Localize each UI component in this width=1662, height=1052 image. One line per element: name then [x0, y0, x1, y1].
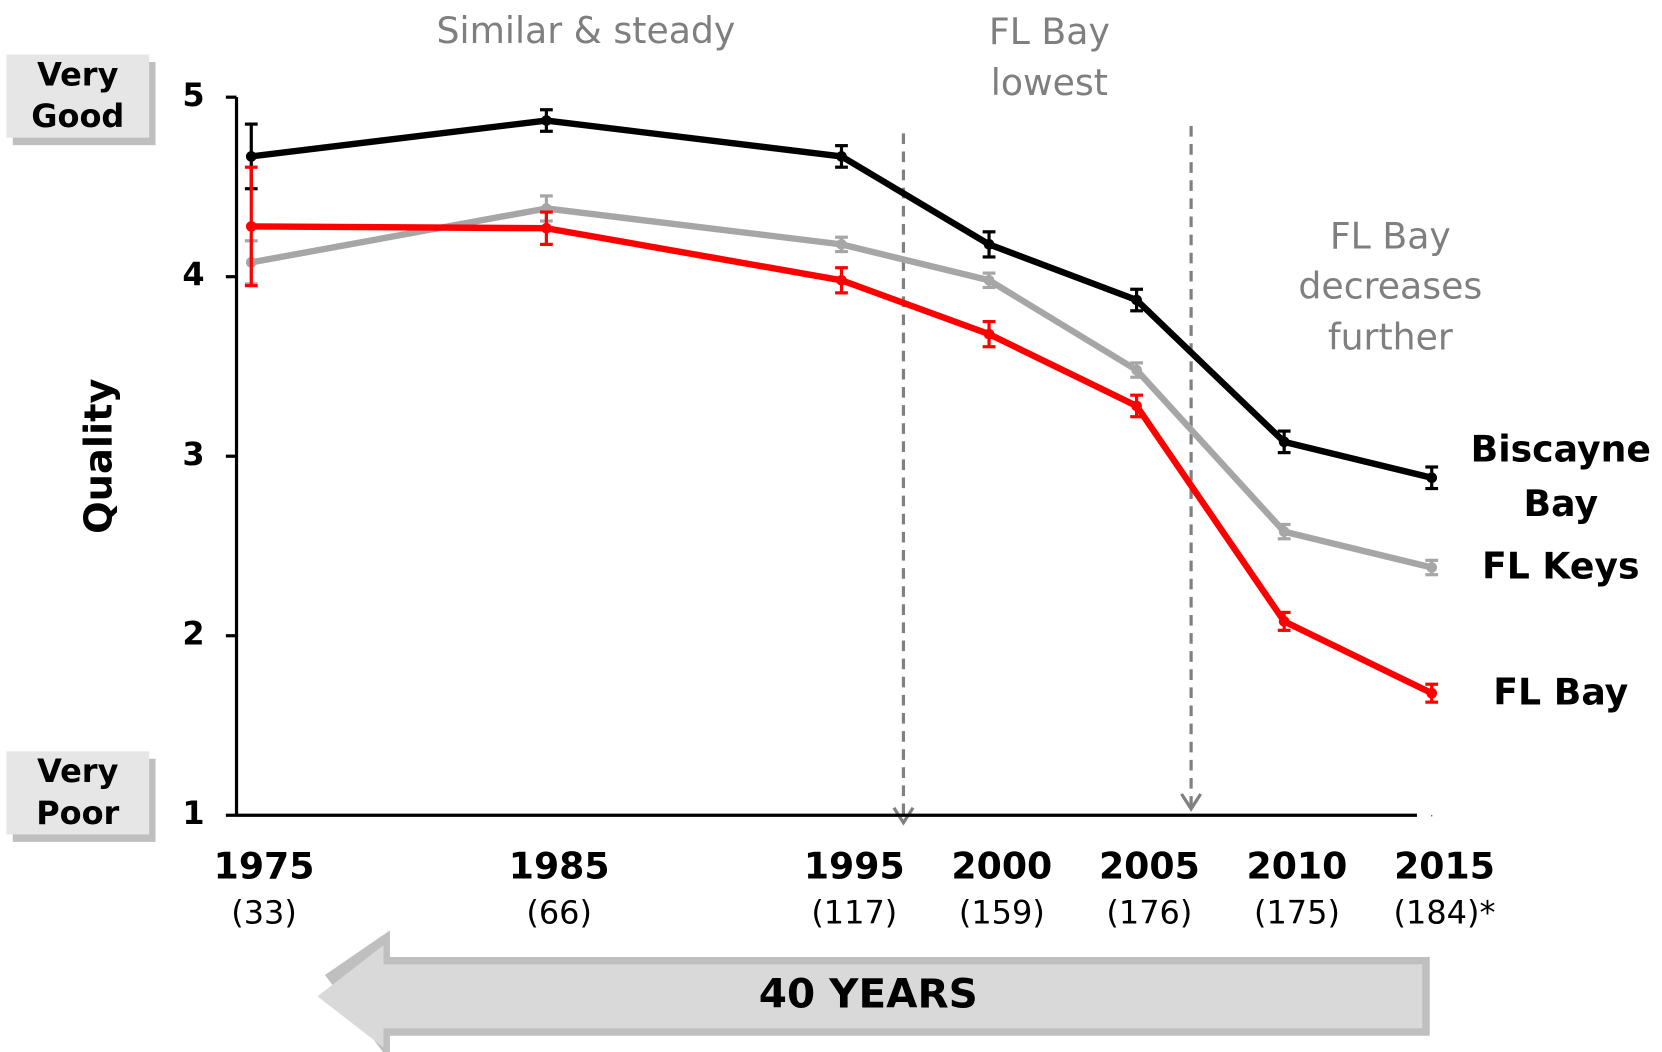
y-tick-label: 5 [182, 76, 204, 114]
rating-box [6, 751, 150, 835]
rating-label: Very Poor [36, 753, 120, 833]
x-tick-label: 2010 [1247, 845, 1348, 888]
divider-arrow [892, 806, 915, 826]
x-sublabel: (33) [231, 893, 297, 931]
series-label-box: Biscayne Bay [1470, 428, 1651, 526]
rating-label-box: Very Poor [36, 753, 120, 833]
y-tick-label: 2 [182, 615, 204, 653]
point [1426, 562, 1438, 573]
x-tick-label: 1975 [214, 845, 315, 888]
point [541, 222, 552, 234]
x-sublabel: (176) [1106, 893, 1192, 931]
x-sublabel: (184)* [1394, 893, 1496, 931]
x-tick-label: 2000 [951, 845, 1052, 888]
x-tick-label: 2015 [1394, 845, 1495, 888]
span-label: 40 YEARS [759, 969, 978, 1017]
x-sublabel: (159) [959, 893, 1045, 931]
rating-label: Very Good [31, 56, 125, 136]
x-tick-label: 1985 [509, 845, 610, 888]
point [1131, 364, 1142, 376]
point [983, 239, 995, 250]
annotation-box: FL Bay decreases further [1298, 215, 1483, 360]
point [836, 274, 847, 286]
annotation: Similar & steady [436, 10, 736, 53]
annotation-box: Similar & steady [436, 10, 736, 53]
point [245, 221, 257, 232]
rating-label-box: Very Good [31, 56, 125, 136]
series-label: Biscayne Bay [1470, 428, 1651, 526]
x-tick-label: 2005 [1099, 845, 1200, 888]
divider-arrow [1180, 793, 1203, 812]
point [1426, 472, 1438, 484]
point [1131, 400, 1142, 412]
point [1278, 526, 1290, 537]
span-arrow [317, 945, 1423, 1048]
point [1131, 294, 1142, 306]
y-tick-label: 3 [182, 435, 204, 473]
series-label-box: FL Keys [1481, 545, 1640, 589]
annotation-box: FL Bay lowest [988, 11, 1110, 105]
annotation: FL Bay decreases further [1298, 215, 1483, 360]
point [541, 115, 552, 126]
annotation: FL Bay lowest [988, 11, 1110, 105]
x-tick-label: 1995 [804, 845, 905, 888]
point [983, 328, 995, 340]
series-label-box: FL Bay [1493, 671, 1629, 714]
point [836, 151, 847, 162]
point [1278, 616, 1290, 627]
y-tick-label: 1 [182, 794, 204, 832]
point [836, 239, 847, 250]
x-sublabel: (66) [526, 893, 592, 931]
x-sublabel: (117) [811, 893, 897, 931]
y-axis-label: Quality [77, 379, 122, 534]
point [1278, 436, 1290, 448]
series-label: FL Bay [1493, 671, 1629, 714]
point [983, 274, 995, 286]
x-sublabel: (175) [1254, 893, 1340, 931]
point [1426, 687, 1438, 699]
series-label: FL Keys [1481, 545, 1640, 589]
point [245, 151, 257, 162]
y-tick-label: 4 [182, 256, 204, 294]
rating-box [6, 54, 150, 138]
